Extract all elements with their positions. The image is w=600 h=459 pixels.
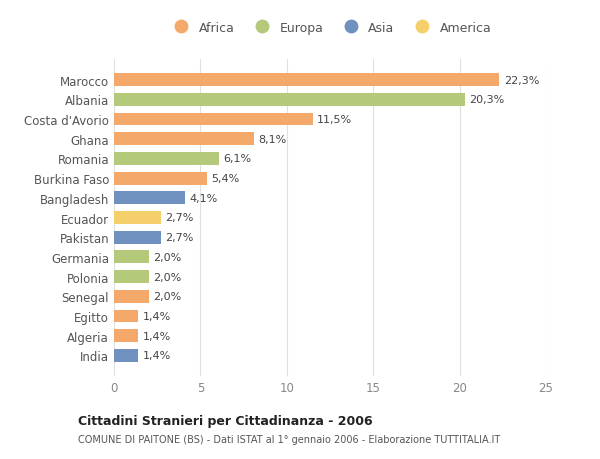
- Text: 2,0%: 2,0%: [153, 272, 181, 282]
- Text: 22,3%: 22,3%: [503, 75, 539, 85]
- Text: 4,1%: 4,1%: [189, 193, 217, 203]
- Text: 8,1%: 8,1%: [258, 134, 287, 145]
- Bar: [114, 113, 313, 126]
- Bar: [114, 290, 149, 303]
- Text: 6,1%: 6,1%: [224, 154, 252, 164]
- Text: 1,4%: 1,4%: [143, 331, 171, 341]
- Text: 2,0%: 2,0%: [153, 252, 181, 263]
- Bar: [114, 310, 138, 323]
- Bar: [114, 192, 185, 205]
- Bar: [114, 172, 208, 185]
- Bar: [114, 212, 161, 224]
- Text: 11,5%: 11,5%: [317, 115, 352, 125]
- Text: 2,7%: 2,7%: [165, 213, 193, 223]
- Text: 2,7%: 2,7%: [165, 233, 193, 243]
- Text: 2,0%: 2,0%: [153, 291, 181, 302]
- Text: 5,4%: 5,4%: [212, 174, 240, 184]
- Bar: [114, 153, 220, 165]
- Bar: [114, 330, 138, 342]
- Bar: [114, 271, 149, 283]
- Text: COMUNE DI PAITONE (BS) - Dati ISTAT al 1° gennaio 2006 - Elaborazione TUTTITALIA: COMUNE DI PAITONE (BS) - Dati ISTAT al 1…: [78, 434, 500, 443]
- Text: Cittadini Stranieri per Cittadinanza - 2006: Cittadini Stranieri per Cittadinanza - 2…: [78, 414, 373, 428]
- Bar: [114, 231, 161, 244]
- Bar: [114, 94, 465, 106]
- Bar: [114, 133, 254, 146]
- Text: 1,4%: 1,4%: [143, 311, 171, 321]
- Text: 1,4%: 1,4%: [143, 351, 171, 361]
- Bar: [114, 74, 499, 87]
- Bar: [114, 251, 149, 264]
- Text: 20,3%: 20,3%: [469, 95, 505, 105]
- Bar: [114, 349, 138, 362]
- Legend: Africa, Europa, Asia, America: Africa, Europa, Asia, America: [169, 22, 491, 34]
